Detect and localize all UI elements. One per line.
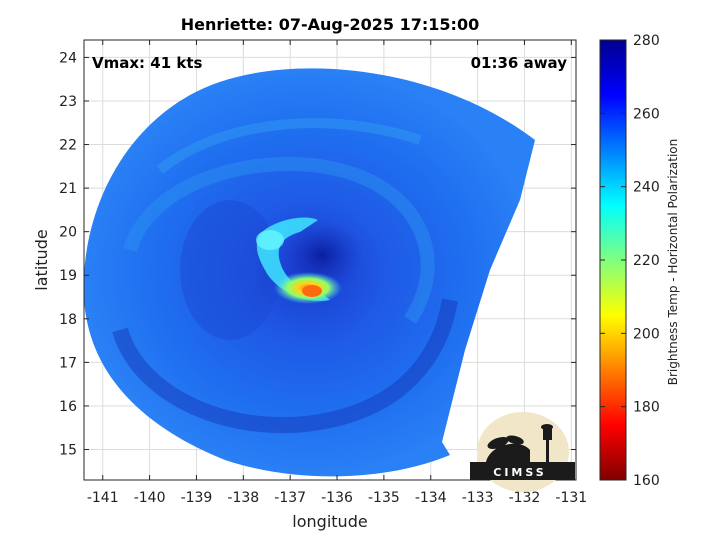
colorbar-tick-label: 260 [633, 106, 660, 122]
colorbar-tick-label: 280 [633, 33, 660, 49]
x-tick-label: -138 [227, 490, 259, 506]
y-tick-label: 21 [59, 181, 77, 197]
y-axis-ticks: 15 16 17 18 19 20 21 22 23 24 [59, 50, 576, 459]
y-tick-label: 22 [59, 138, 77, 154]
x-tick-label: -134 [415, 490, 447, 506]
x-tick-label: -131 [555, 490, 587, 506]
y-tick-label: 23 [59, 94, 77, 110]
time-away-annotation: 01:36 away [471, 54, 568, 72]
colorbar-tick-label: 160 [633, 473, 660, 489]
x-axis-label: longitude [292, 512, 367, 531]
x-tick-label: -135 [368, 490, 400, 506]
x-tick-label: -141 [87, 490, 119, 506]
x-tick-label: -140 [134, 490, 166, 506]
y-tick-label: 20 [59, 225, 77, 241]
x-tick-label: -133 [462, 490, 494, 506]
colorbar-tick-label: 240 [633, 180, 660, 196]
x-tick-label: -137 [274, 490, 306, 506]
vmax-annotation: Vmax: 41 kts [92, 54, 202, 72]
cimss-logo: CIMSS [470, 412, 575, 492]
y-tick-label: 19 [59, 268, 77, 284]
y-axis-label: latitude [32, 229, 51, 290]
y-tick-label: 18 [59, 312, 77, 328]
colorbar-label: Brightness Temp - Horizontal Polarizatio… [666, 139, 680, 386]
colorbar-tick-label: 220 [633, 253, 660, 269]
x-tick-label: -139 [181, 490, 213, 506]
microwave-swath [84, 68, 535, 477]
x-axis-ticks: -141 -140 -139 -138 -137 -136 -135 -134 -133 -132… [87, 40, 587, 506]
x-tick-label: -132 [509, 490, 541, 506]
cimss-logo-text: CIMSS [493, 466, 546, 479]
colorbar-tick-label: 200 [633, 326, 660, 342]
y-tick-label: 16 [59, 399, 77, 415]
colorbar-ticks: 160 180 200 220 240 260 280 [600, 33, 660, 489]
y-tick-label: 17 [59, 355, 77, 371]
colorbar-tick-label: 180 [633, 400, 660, 416]
plot-frame [83, 39, 577, 481]
y-tick-label: 24 [59, 50, 77, 66]
y-tick-label: 15 [59, 443, 77, 459]
x-tick-label: -136 [321, 490, 353, 506]
chart-title: Henriette: 07-Aug-2025 17:15:00 [181, 15, 479, 34]
